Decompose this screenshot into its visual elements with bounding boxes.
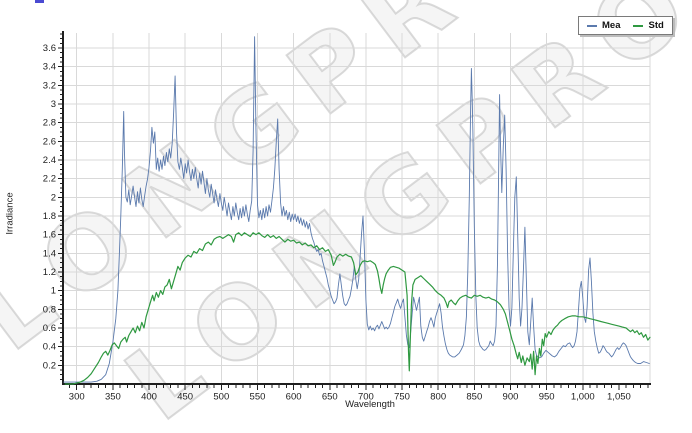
x-tick-label: 750 [394, 391, 410, 402]
y-tick-label: 3.6 [43, 43, 56, 54]
y-tick-label: 1.2 [43, 267, 56, 278]
std-series-line [64, 232, 651, 385]
x-tick-label: 700 [358, 391, 374, 402]
y-tick-label: 0.6 [43, 323, 56, 334]
x-tick-label: 350 [105, 391, 121, 402]
x-tick-label: 1,000 [571, 391, 595, 402]
y-tick-label: 3.2 [43, 80, 56, 91]
x-tick-label: 600 [286, 391, 302, 402]
y-tick-label: 2.8 [43, 118, 56, 129]
y-tick-label: 3.4 [43, 62, 56, 73]
y-tick-label: 0.2 [43, 360, 56, 371]
legend-label-mea: Mea [602, 19, 621, 31]
x-axis-title: Wavelength [345, 399, 395, 410]
y-tick-label: 1.4 [43, 248, 56, 259]
legend-item-mea: Mea [587, 21, 620, 31]
y-axis-title: Irradiance [4, 192, 16, 235]
y-tick-label: 2 [51, 192, 56, 203]
y-tick-label: 2.6 [43, 136, 56, 147]
mea-line-swatch [587, 24, 597, 27]
legend-item-std: Std [633, 19, 664, 31]
x-tick-label: 450 [177, 391, 193, 402]
x-tick-label: 950 [539, 391, 555, 402]
y-tick-label: 1.6 [43, 230, 56, 241]
link-stub[interactable] [35, 0, 44, 3]
x-tick-label: 1,050 [607, 391, 631, 402]
y-tick-label: 2.4 [43, 155, 56, 166]
y-tick-label: 0.4 [43, 342, 56, 353]
x-tick-label: 400 [141, 391, 157, 402]
x-tick-label: 900 [503, 391, 519, 402]
y-tick-label: 3 [51, 99, 56, 110]
std-line-swatch [633, 24, 644, 27]
x-tick-label: 550 [250, 391, 266, 402]
y-tick-label: 1.8 [43, 211, 56, 222]
x-tick-label: 500 [213, 391, 229, 402]
y-tick-label: 0.8 [43, 304, 56, 315]
legend-label-std: Std [648, 19, 664, 31]
x-tick-label: 300 [69, 391, 85, 402]
y-tick-label: 2.2 [43, 174, 56, 185]
mea-series-line [63, 36, 650, 383]
x-tick-label: 850 [466, 391, 482, 402]
x-tick-label: 650 [322, 391, 338, 402]
legend: Mea Std [578, 16, 673, 35]
y-tick-label: 1 [51, 286, 56, 297]
x-tick-label: 800 [430, 391, 446, 402]
